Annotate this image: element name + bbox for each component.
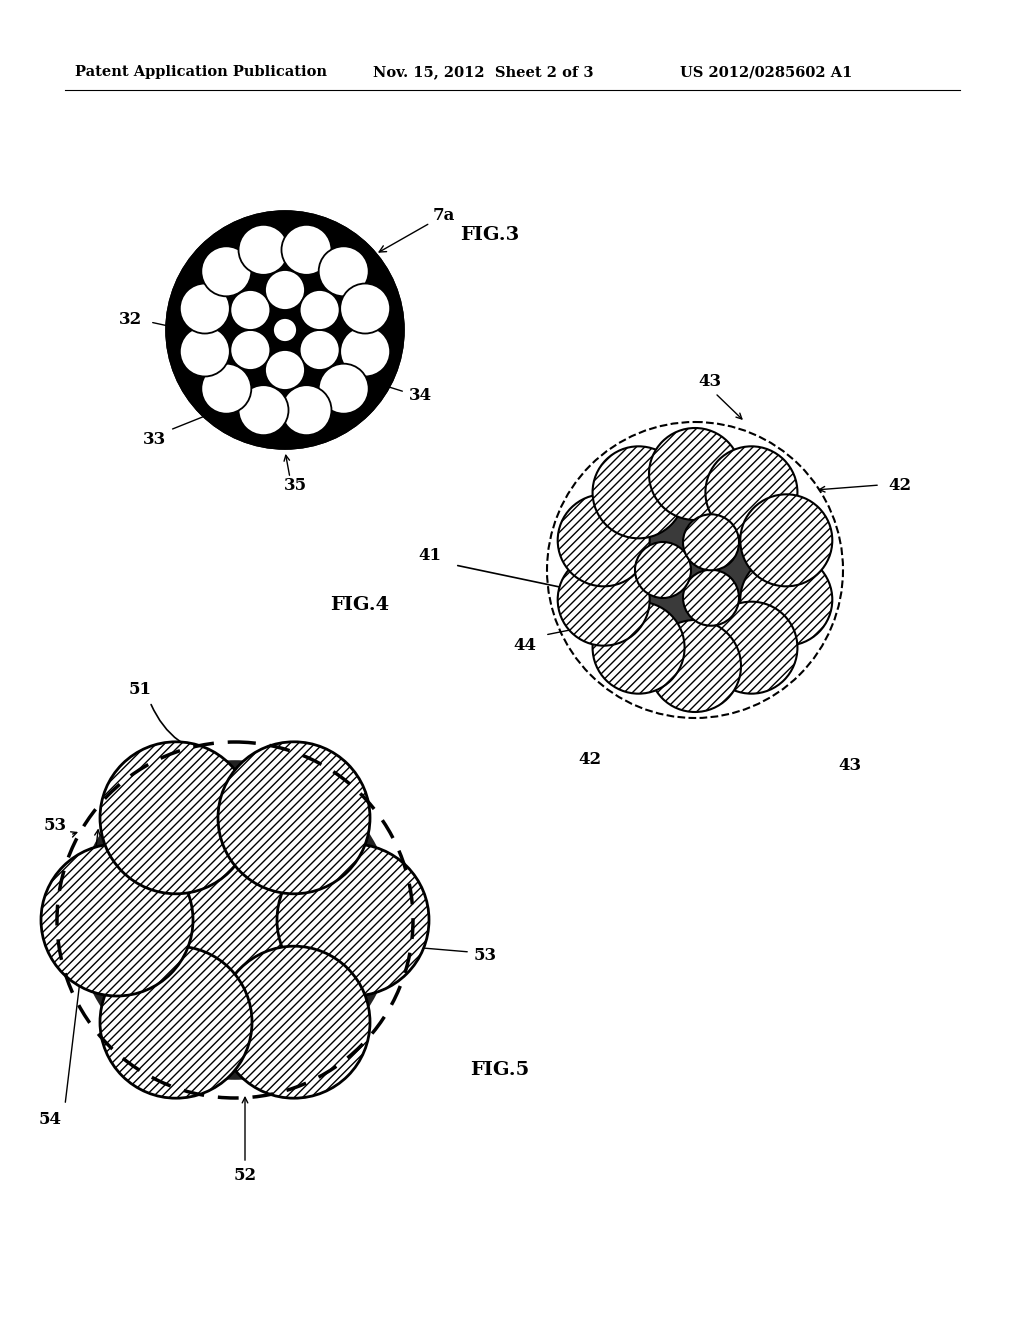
Circle shape: [218, 742, 370, 894]
Circle shape: [230, 290, 270, 330]
Text: 53: 53: [43, 817, 67, 833]
Circle shape: [230, 330, 270, 370]
Circle shape: [706, 602, 798, 694]
Circle shape: [273, 318, 297, 342]
Text: 52: 52: [233, 1167, 257, 1184]
Circle shape: [558, 494, 649, 586]
Text: 54: 54: [39, 1111, 61, 1129]
Text: 42: 42: [889, 477, 911, 494]
Circle shape: [649, 428, 741, 520]
Circle shape: [41, 843, 193, 997]
Circle shape: [75, 760, 395, 1080]
Text: 44: 44: [513, 636, 537, 653]
Circle shape: [239, 385, 289, 436]
Circle shape: [609, 484, 781, 656]
Circle shape: [340, 284, 390, 334]
Circle shape: [740, 494, 833, 586]
Circle shape: [706, 446, 798, 539]
Circle shape: [180, 284, 229, 334]
Text: Patent Application Publication: Patent Application Publication: [75, 65, 327, 79]
Circle shape: [278, 843, 429, 997]
Circle shape: [265, 271, 305, 310]
Circle shape: [167, 213, 403, 447]
Text: 42: 42: [579, 751, 601, 768]
Text: FIG.4: FIG.4: [331, 597, 389, 614]
Circle shape: [318, 364, 369, 413]
Circle shape: [318, 247, 369, 296]
Circle shape: [558, 553, 649, 645]
Text: FIG.5: FIG.5: [470, 1061, 529, 1078]
Text: 53: 53: [473, 946, 497, 964]
Circle shape: [282, 385, 332, 436]
Circle shape: [100, 742, 252, 894]
Circle shape: [239, 224, 289, 275]
Text: FIG.3: FIG.3: [461, 226, 519, 244]
Circle shape: [635, 543, 691, 598]
Circle shape: [218, 946, 370, 1098]
Text: 51: 51: [128, 681, 152, 698]
Circle shape: [300, 290, 340, 330]
Text: US 2012/0285602 A1: US 2012/0285602 A1: [680, 65, 852, 79]
Circle shape: [683, 570, 739, 626]
Circle shape: [265, 350, 305, 389]
Circle shape: [300, 330, 340, 370]
Text: 7a: 7a: [379, 206, 456, 252]
Circle shape: [282, 224, 332, 275]
Circle shape: [740, 553, 833, 645]
Circle shape: [340, 326, 390, 376]
Circle shape: [202, 247, 251, 296]
Text: 43: 43: [698, 374, 722, 391]
Text: 41: 41: [419, 546, 441, 564]
Circle shape: [593, 602, 685, 694]
Circle shape: [180, 326, 229, 376]
Circle shape: [593, 446, 685, 539]
Text: 43: 43: [839, 756, 861, 774]
Text: 32: 32: [119, 312, 141, 329]
Text: 33: 33: [143, 432, 167, 449]
Circle shape: [649, 620, 741, 711]
Circle shape: [100, 946, 252, 1098]
Circle shape: [202, 364, 251, 413]
Text: 34: 34: [409, 387, 431, 404]
Text: 35: 35: [284, 478, 306, 495]
Text: Nov. 15, 2012  Sheet 2 of 3: Nov. 15, 2012 Sheet 2 of 3: [373, 65, 594, 79]
Circle shape: [159, 843, 311, 997]
Circle shape: [683, 515, 739, 570]
